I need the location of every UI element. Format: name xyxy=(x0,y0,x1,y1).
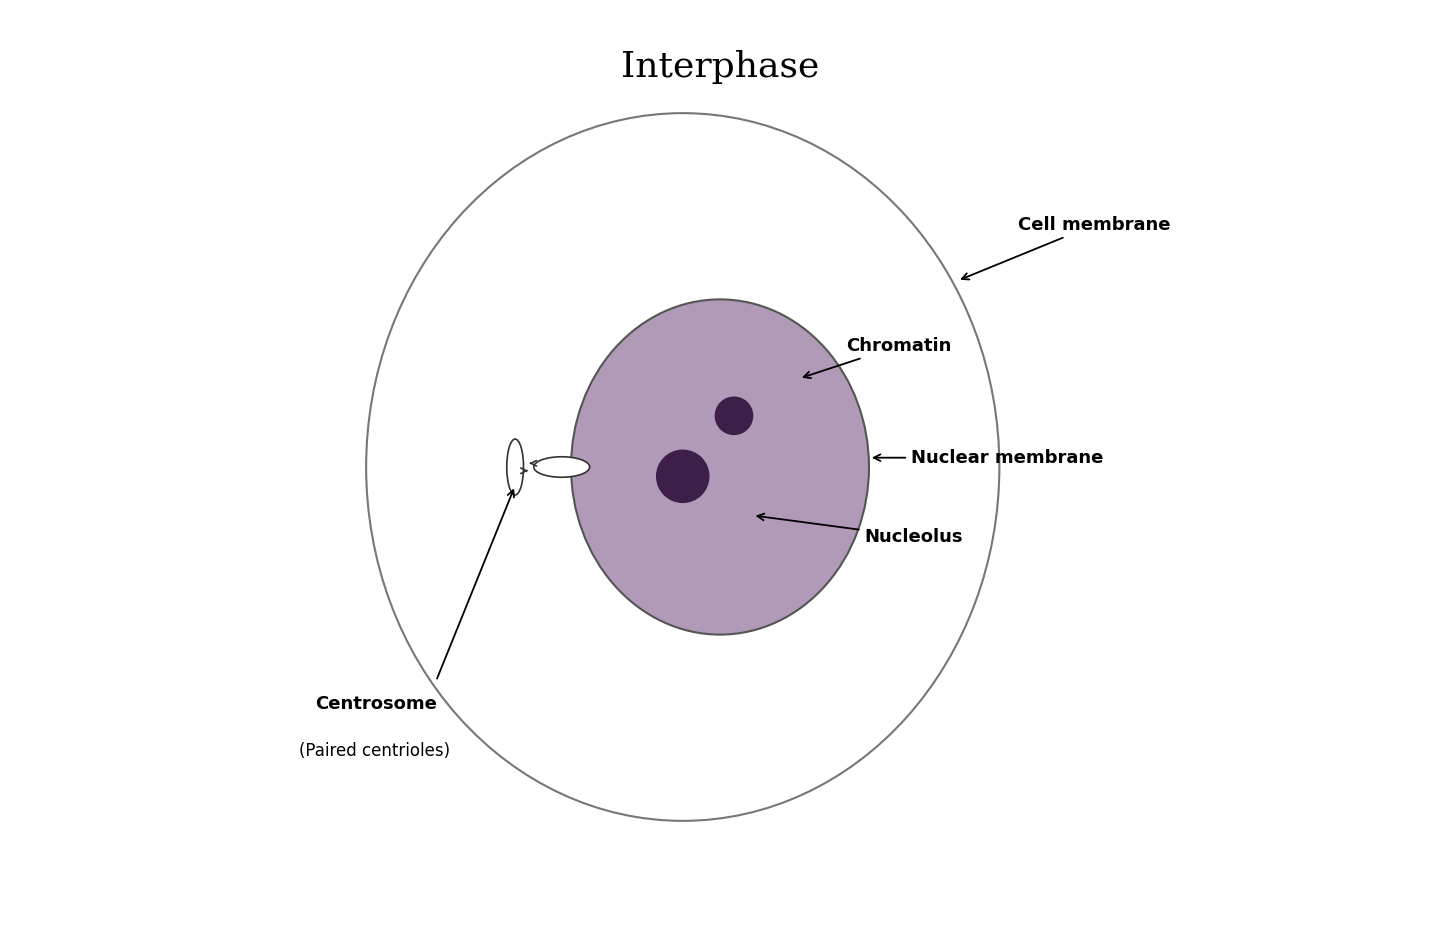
Ellipse shape xyxy=(366,113,999,821)
Text: (Paired centrioles): (Paired centrioles) xyxy=(300,742,451,760)
Ellipse shape xyxy=(572,300,868,634)
Text: Cell membrane: Cell membrane xyxy=(962,216,1171,279)
Circle shape xyxy=(716,397,753,434)
Ellipse shape xyxy=(507,439,524,495)
Text: Nucleolus: Nucleolus xyxy=(757,514,963,545)
Circle shape xyxy=(657,450,708,502)
Text: Chromatin: Chromatin xyxy=(804,337,950,378)
Ellipse shape xyxy=(534,457,589,477)
Text: Nuclear membrane: Nuclear membrane xyxy=(874,448,1103,467)
Text: Interphase: Interphase xyxy=(621,50,819,83)
Text: Centrosome: Centrosome xyxy=(315,696,436,714)
